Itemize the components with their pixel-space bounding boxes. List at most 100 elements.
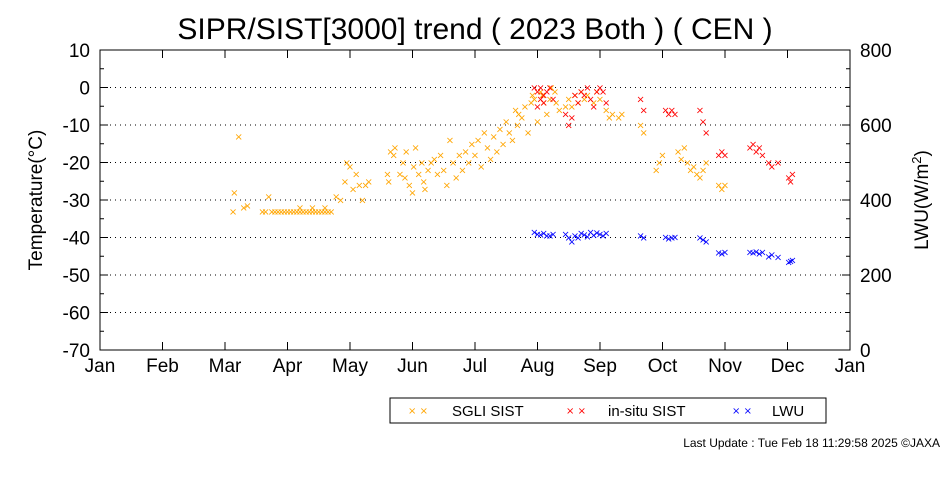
data-point: × (715, 151, 723, 162)
data-point: × (702, 158, 710, 169)
data-point: × (449, 158, 457, 169)
data-point: × (583, 232, 591, 243)
data-point: × (402, 147, 410, 158)
data-point: × (443, 181, 451, 192)
data-point: × (602, 229, 610, 240)
data-point: × (405, 181, 413, 192)
data-point: × (418, 158, 426, 169)
data-point: × (788, 169, 796, 180)
data-point: × (315, 207, 323, 218)
data-point: × (758, 151, 766, 162)
data-point: × (408, 188, 416, 199)
y2-tick-label: 600 (860, 116, 892, 137)
data-point: × (565, 94, 573, 105)
data-point: × (396, 169, 404, 180)
data-point: × (671, 232, 679, 243)
y-axis-ticks: 10 0 -10 -20 -30 -40 -50 -60 -70 (63, 41, 108, 362)
x-tick-label: Jan (835, 356, 866, 377)
x-axis-ticks: Jan Feb Mar Apr May Jun Jul Aug Sep Oct Nov Dec Jan (85, 50, 866, 377)
data-point: × (502, 117, 510, 128)
data-point: × (699, 235, 707, 246)
data-point: × (391, 143, 399, 154)
data-point: × (785, 173, 793, 184)
data-point: × (765, 158, 773, 169)
x-tick-label: Oct (648, 356, 678, 377)
data-point: × (696, 106, 704, 117)
data-point: × (586, 227, 594, 238)
data-point: × (436, 151, 444, 162)
data-point: × (536, 94, 544, 105)
data-point: × (465, 158, 473, 169)
data-point: × (421, 184, 429, 195)
data-point: × (561, 229, 569, 240)
y-tick-label: -20 (63, 154, 90, 175)
data-point: × (299, 207, 307, 218)
data-point: × (640, 233, 648, 244)
data-point: × (665, 234, 673, 245)
data-point: × (508, 136, 516, 147)
data-point: × (530, 227, 538, 238)
plot-frame (99, 49, 851, 351)
data-point: × (718, 184, 726, 195)
x-tick-label: Aug (521, 356, 555, 377)
data-point: × (786, 177, 794, 188)
data-point: × (521, 102, 529, 113)
data-point: × (311, 207, 319, 218)
data-point: × (699, 117, 707, 128)
data-point: × (549, 94, 557, 105)
data-point: × (290, 207, 298, 218)
x-tick-label: May (332, 356, 368, 377)
data-point: × (674, 147, 682, 158)
data-point: × (271, 207, 279, 218)
data-point: × (661, 106, 669, 117)
data-point: × (433, 169, 441, 180)
y2-axis-ticks: 800 600 400 200 0 (842, 41, 892, 362)
data-point: × (268, 207, 276, 218)
data-point: × (361, 181, 369, 192)
data-point: × (399, 158, 407, 169)
data-point: × (702, 128, 710, 139)
data-point: × (590, 102, 598, 113)
series-sgli-sist: ××××××××××××××××××××××××××××× × ××××××××××… (229, 83, 729, 218)
data-point: × (608, 109, 616, 120)
data-point: × (640, 106, 648, 117)
data-point: × (540, 98, 548, 109)
x-tick-label: Jul (463, 356, 487, 377)
y-tick-label: 0 (79, 79, 90, 100)
legend-label-sgli: SGLI SIST (452, 403, 524, 420)
data-point: × (668, 233, 676, 244)
y-tick-label: -40 (63, 229, 90, 250)
data-point: × (308, 207, 316, 218)
data-point: × (505, 128, 513, 139)
y2-axis-label-main: LWU(W/m (912, 164, 933, 250)
data-point: × (746, 247, 754, 258)
data-point: × (493, 147, 501, 158)
data-point: × (486, 154, 494, 165)
data-point: × (605, 113, 613, 124)
data-point: × (410, 162, 418, 173)
data-point: × (385, 177, 393, 188)
data-point: × (461, 147, 469, 158)
data-point: × (321, 203, 329, 214)
data-point: × (533, 117, 541, 128)
data-point: × (551, 87, 559, 98)
data-point: × (547, 83, 555, 94)
data-point: × (455, 151, 463, 162)
data-point: × (277, 207, 285, 218)
data-point: × (243, 201, 251, 212)
data-point: × (352, 169, 360, 180)
data-point: × (746, 143, 754, 154)
data-point: × (749, 139, 757, 150)
data-point: × (565, 233, 573, 244)
series-lwu: ××××××× ×××××××××××××× ×× ×××× ×××××× ×××××××… (530, 227, 797, 268)
data-point: × (327, 207, 335, 218)
data-point: × (261, 207, 269, 218)
data-point: × (452, 173, 460, 184)
y2-tick-label: 800 (860, 41, 892, 62)
data-point: × (652, 166, 660, 177)
x-tick-label: Jan (85, 356, 116, 377)
data-point: × (341, 177, 349, 188)
data-point: × (785, 257, 793, 268)
data-point: × (483, 143, 491, 154)
data-point: × (318, 207, 326, 218)
